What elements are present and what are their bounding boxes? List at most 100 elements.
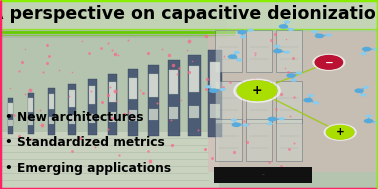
Text: −: − (324, 57, 333, 67)
Circle shape (326, 125, 355, 139)
Circle shape (327, 125, 354, 139)
Bar (128, 69, 138, 136)
Circle shape (315, 34, 324, 38)
Bar (108, 74, 118, 135)
Text: –: – (261, 173, 264, 178)
Bar (246, 81, 272, 123)
Bar (214, 167, 312, 183)
Bar (148, 65, 159, 136)
Circle shape (360, 52, 367, 55)
Bar (0, 0, 378, 29)
Circle shape (209, 88, 218, 93)
Bar (89, 86, 95, 104)
Circle shape (273, 49, 282, 53)
Bar (28, 93, 34, 134)
Bar (28, 119, 33, 125)
Bar (215, 81, 242, 123)
Circle shape (314, 55, 343, 70)
Circle shape (284, 20, 290, 24)
Bar (276, 30, 302, 72)
Circle shape (236, 80, 278, 101)
Bar (0, 132, 219, 189)
Circle shape (308, 94, 314, 97)
Bar (69, 115, 75, 124)
Bar (28, 98, 33, 112)
Bar (188, 55, 201, 136)
Bar (276, 81, 302, 123)
Circle shape (374, 121, 378, 124)
Bar (209, 104, 220, 118)
Circle shape (360, 93, 366, 97)
Bar (8, 98, 13, 134)
Circle shape (234, 79, 280, 102)
Circle shape (366, 115, 372, 118)
Circle shape (267, 122, 273, 125)
Circle shape (279, 117, 285, 120)
Bar (109, 82, 116, 102)
Circle shape (284, 51, 290, 54)
Bar (48, 117, 54, 124)
Bar (129, 78, 137, 99)
Circle shape (232, 122, 241, 127)
Bar (169, 70, 178, 94)
Bar (215, 119, 242, 161)
Bar (48, 88, 55, 135)
Circle shape (313, 54, 345, 70)
Circle shape (325, 33, 332, 37)
Bar (69, 90, 75, 107)
Circle shape (205, 85, 211, 88)
Bar (88, 79, 97, 135)
Bar (168, 60, 180, 136)
Bar (129, 110, 137, 121)
Bar (189, 66, 199, 92)
Circle shape (268, 117, 277, 121)
Bar (149, 109, 158, 120)
Circle shape (240, 35, 246, 38)
Bar (208, 50, 222, 137)
Bar (149, 74, 158, 97)
Bar (89, 114, 95, 123)
Bar (209, 62, 220, 89)
Text: +: + (252, 84, 262, 97)
Bar (246, 30, 272, 72)
Bar (48, 94, 54, 109)
Circle shape (236, 58, 243, 62)
Circle shape (234, 51, 240, 54)
Circle shape (237, 30, 246, 34)
Circle shape (324, 124, 356, 140)
Circle shape (274, 45, 280, 48)
Text: +: + (336, 127, 345, 137)
Circle shape (364, 119, 373, 123)
Circle shape (311, 30, 318, 33)
Circle shape (363, 86, 369, 89)
Circle shape (237, 81, 277, 101)
Bar (68, 84, 76, 135)
Bar (8, 120, 12, 126)
Bar (208, 32, 378, 172)
Circle shape (231, 119, 237, 122)
Circle shape (279, 24, 288, 29)
Bar (276, 119, 302, 161)
Circle shape (362, 47, 371, 51)
Text: A perspective on capacitive deionization: A perspective on capacitive deionization (0, 5, 378, 23)
Bar (0, 0, 227, 38)
Circle shape (304, 98, 313, 102)
Circle shape (315, 56, 342, 69)
Bar (169, 107, 178, 119)
Circle shape (296, 71, 302, 74)
Bar (246, 119, 272, 161)
Circle shape (373, 48, 378, 51)
Circle shape (291, 79, 297, 82)
Circle shape (313, 101, 319, 104)
Bar (109, 112, 116, 122)
Text: • New architectures: • New architectures (5, 111, 143, 124)
Text: • Standardized metrics: • Standardized metrics (5, 136, 164, 149)
Circle shape (243, 123, 249, 127)
Bar (189, 105, 199, 119)
Circle shape (288, 28, 294, 31)
Circle shape (228, 54, 237, 59)
Circle shape (248, 29, 254, 32)
Circle shape (287, 73, 296, 78)
Bar (215, 30, 242, 72)
Circle shape (355, 88, 364, 93)
